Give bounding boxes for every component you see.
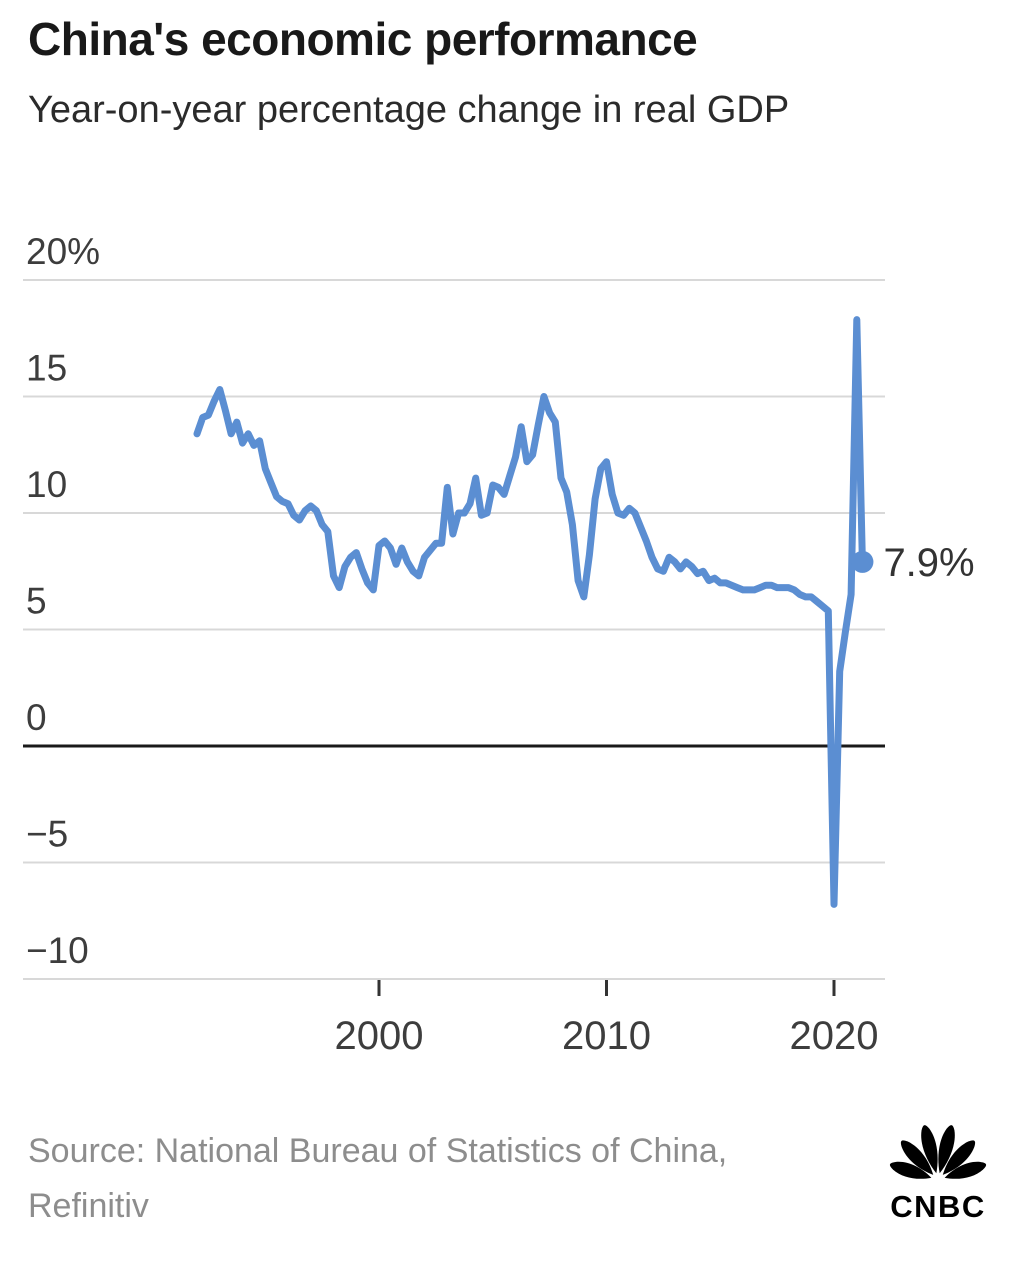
end-point-dot <box>851 550 874 573</box>
cnbc-wordmark: CNBC <box>890 1189 986 1224</box>
gdp-line <box>193 316 866 908</box>
source-note: Source: National Bureau of Statistics of… <box>28 1124 727 1234</box>
y-axis-label: −10 <box>26 930 89 971</box>
cnbc-peacock-icon <box>889 1125 987 1179</box>
x-tick-label: 2000 <box>335 1014 424 1058</box>
page-title: China's economic performance <box>28 13 698 65</box>
cnbc-logo: CNBC <box>886 1116 990 1225</box>
y-axis-label: −5 <box>26 814 68 855</box>
x-tick-label: 2020 <box>790 1014 879 1058</box>
y-axis-label: 15 <box>26 348 67 389</box>
y-axis-label: 10 <box>26 464 67 505</box>
y-axis-label: 5 <box>26 581 47 622</box>
y-axis-label: 20% <box>26 231 100 272</box>
y-axis-label: 0 <box>26 697 47 738</box>
end-value-label: 7.9% <box>883 541 974 585</box>
source-line-2: Refinitiv <box>28 1187 149 1226</box>
chart-subtitle: Year-on-year percentage change in real G… <box>28 89 790 131</box>
source-line-1: Source: National Bureau of Statistics of… <box>28 1132 728 1170</box>
x-tick-label: 2010 <box>562 1014 651 1058</box>
